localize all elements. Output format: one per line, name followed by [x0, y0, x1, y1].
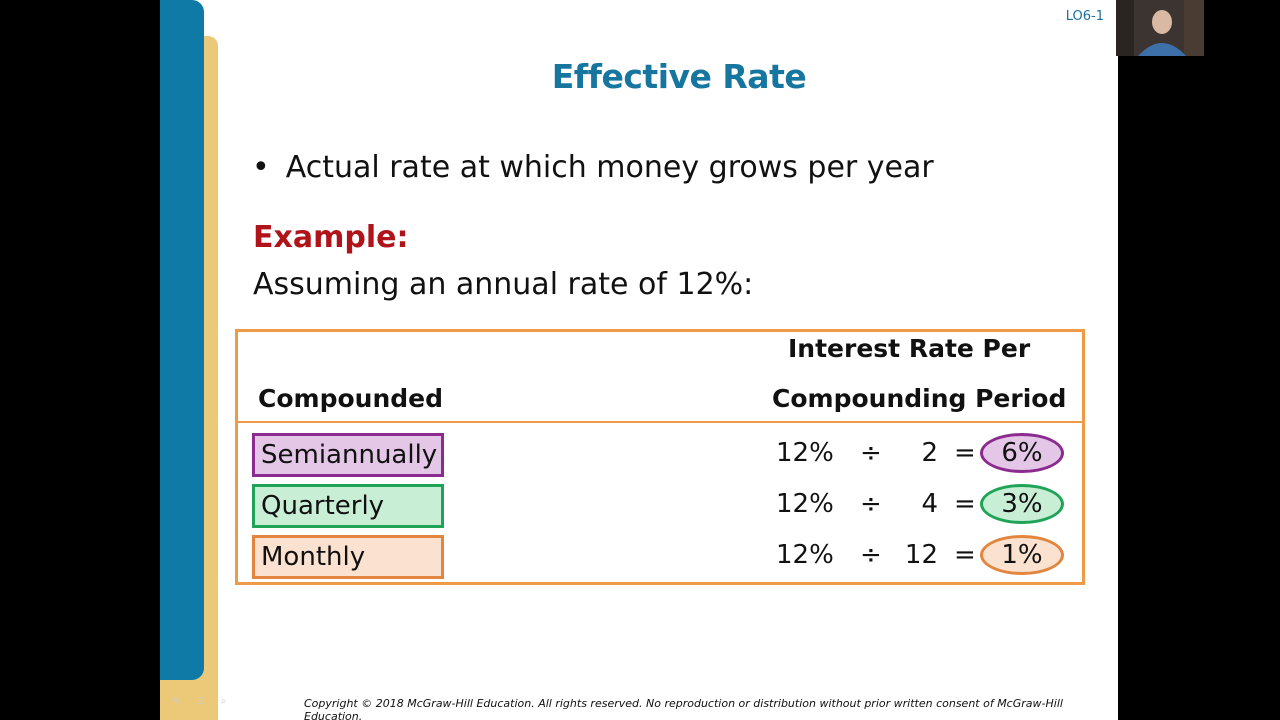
divide-icon: ÷ — [860, 540, 882, 570]
decorative-band-blue — [160, 0, 204, 680]
compounding-table: Interest Rate Per Compounded Compounding… — [235, 329, 1085, 585]
example-label: Example: — [253, 220, 409, 255]
period-label: Semiannually — [252, 433, 444, 477]
presenter-toolbar: ✎ ⊡ ⌕ — [172, 696, 226, 707]
learning-objective-tag: LO6-1 — [1065, 9, 1104, 24]
header-divider — [238, 421, 1082, 423]
header-compounded: Compounded — [258, 384, 443, 413]
result-value: 3% — [980, 484, 1064, 524]
pen-icon[interactable]: ✎ — [172, 696, 181, 707]
bullet-icon: • — [252, 150, 270, 185]
period-label: Quarterly — [252, 484, 444, 528]
table-row: Quarterly 12% ÷ 4 = 3% — [238, 484, 1082, 528]
bullet-point: • Actual rate at which money grows per ye… — [252, 150, 934, 185]
zoom-icon[interactable]: ⊡ — [196, 696, 205, 707]
header-rate-line2: Compounding Period — [772, 384, 1067, 413]
header-rate-line1: Interest Rate Per — [788, 334, 1031, 363]
slide: LO6-1 Effective Rate • Actual rate at whi… — [160, 0, 1118, 720]
copyright-footer: Copyright © 2018 McGraw-Hill Education. … — [304, 697, 1063, 720]
bullet-text: Actual rate at which money grows per yea… — [285, 150, 934, 185]
search-icon[interactable]: ⌕ — [220, 696, 227, 707]
annual-rate: 12% — [776, 540, 834, 570]
presenter-avatar — [1116, 0, 1204, 56]
annual-rate: 12% — [776, 438, 834, 468]
divide-icon: ÷ — [860, 438, 882, 468]
periods-count: 12 — [904, 540, 938, 570]
annual-rate: 12% — [776, 489, 834, 519]
equals-sign: = — [954, 540, 976, 570]
equals-sign: = — [954, 489, 976, 519]
periods-count: 4 — [921, 489, 938, 519]
slide-title: Effective Rate — [551, 57, 807, 96]
divide-icon: ÷ — [860, 489, 882, 519]
result-value: 1% — [980, 535, 1064, 575]
table-row: Monthly 12% ÷ 12 = 1% — [238, 535, 1082, 579]
assumption-text: Assuming an annual rate of 12%: — [253, 267, 754, 302]
period-label: Monthly — [252, 535, 444, 579]
result-value: 6% — [980, 433, 1064, 473]
periods-count: 2 — [921, 438, 938, 468]
webcam-overlay — [1116, 0, 1204, 56]
equals-sign: = — [954, 438, 976, 468]
table-row: Semiannually 12% ÷ 2 = 6% — [238, 433, 1082, 477]
